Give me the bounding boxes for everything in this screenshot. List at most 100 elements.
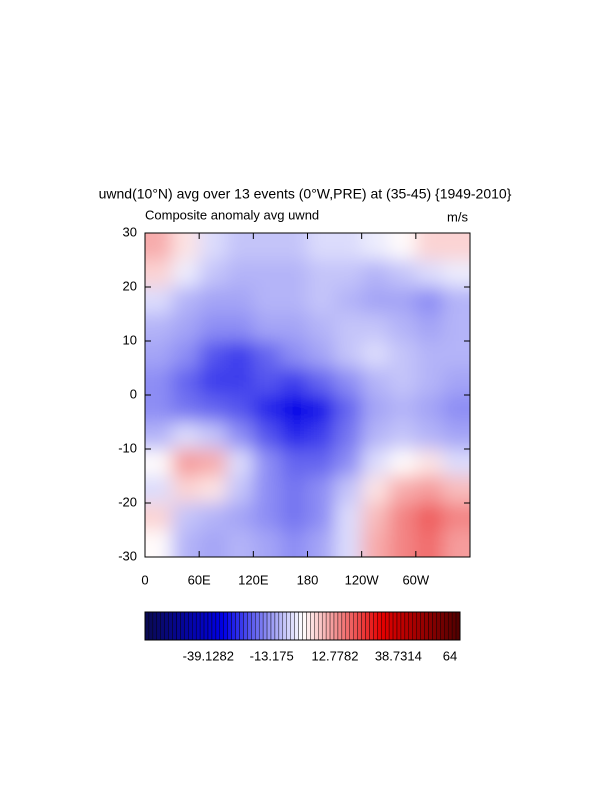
cell <box>415 260 444 288</box>
cell <box>415 395 444 423</box>
cell <box>415 530 444 557</box>
cell <box>226 314 254 342</box>
colorbar-box <box>266 611 272 641</box>
colorbar-box <box>219 611 224 641</box>
y-tick-label: -10 <box>118 440 137 455</box>
colorbar-box <box>156 611 161 641</box>
cell <box>334 233 363 261</box>
cell <box>307 341 336 369</box>
cell <box>280 530 308 557</box>
colorbar-box <box>258 611 264 641</box>
colorbar-box <box>420 611 425 641</box>
colorbar-box <box>180 611 185 641</box>
cell <box>307 368 336 396</box>
cell <box>307 395 336 423</box>
colorbar-box <box>199 611 205 641</box>
colorbar-box <box>184 611 189 641</box>
colorbar-box <box>349 611 354 641</box>
cell <box>226 260 254 288</box>
cell <box>442 422 470 450</box>
colorbar-box <box>428 611 433 641</box>
colorbar-box <box>321 611 327 641</box>
cell <box>415 422 444 450</box>
cell <box>442 314 470 342</box>
cell <box>388 260 417 288</box>
cell <box>361 341 390 369</box>
colorbar-box <box>282 611 287 641</box>
cell <box>145 395 173 423</box>
cell <box>145 314 173 342</box>
field <box>145 233 470 557</box>
cell <box>415 476 444 504</box>
cell <box>442 530 470 557</box>
cell <box>199 233 227 261</box>
colorbar-box <box>440 611 445 641</box>
y-tick-label: -30 <box>118 548 137 563</box>
cell <box>145 449 173 477</box>
cell <box>253 449 281 477</box>
cell <box>253 287 281 315</box>
x-tick-label: 0 <box>141 572 148 587</box>
cell <box>388 530 417 557</box>
cell <box>334 476 363 504</box>
colorbar-box <box>408 611 413 641</box>
cell <box>361 260 390 288</box>
colorbar-box <box>231 611 236 641</box>
cell <box>145 341 173 369</box>
colorbar-box <box>168 611 173 641</box>
x-tick-label: 120E <box>238 572 269 587</box>
cell <box>226 449 254 477</box>
colorbar-box <box>215 611 221 641</box>
cell <box>199 503 227 531</box>
cell <box>280 395 308 423</box>
colorbar-box <box>235 611 240 641</box>
colorbar-box <box>247 611 252 641</box>
cell <box>145 476 173 504</box>
colorbar-box <box>160 611 165 641</box>
colorbar-box <box>176 611 181 641</box>
y-tick-label: -20 <box>118 494 137 509</box>
cell <box>334 287 363 315</box>
colorbar-box <box>341 611 347 641</box>
x-tick-label: 60E <box>188 572 211 587</box>
cell <box>415 314 444 342</box>
colorbar-box <box>274 611 280 641</box>
x-tick-label: 60W <box>402 572 429 587</box>
cell <box>253 368 281 396</box>
colorbar-box <box>227 611 232 641</box>
colorbar-box <box>424 611 429 641</box>
cell <box>172 422 200 450</box>
cell <box>334 530 363 557</box>
cell <box>415 503 444 531</box>
cell <box>388 449 417 477</box>
cell <box>361 449 390 477</box>
colorbar-box <box>318 611 323 641</box>
colorbar-box <box>337 611 343 641</box>
cell <box>388 233 417 261</box>
cell <box>415 233 444 261</box>
cell <box>226 287 254 315</box>
colorbar-box <box>333 611 339 641</box>
x-tick-label: 180 <box>297 572 319 587</box>
cell <box>361 422 390 450</box>
cell <box>361 368 390 396</box>
cell <box>361 287 390 315</box>
cell <box>334 260 363 288</box>
colorbar-box <box>302 611 307 641</box>
colorbar-box <box>400 611 406 641</box>
cell <box>280 233 308 261</box>
colorbar-label: -13.175 <box>250 648 294 663</box>
cell <box>253 422 281 450</box>
cell <box>388 503 417 531</box>
colorbar-box <box>306 611 311 641</box>
colorbar-box <box>243 611 248 641</box>
cell <box>307 449 336 477</box>
cell <box>226 503 254 531</box>
cell <box>172 260 200 288</box>
cell <box>415 287 444 315</box>
cell <box>280 422 308 450</box>
colorbar: -39.1282 -13.175 12.7782 38.7314 64 <box>144 611 461 663</box>
colorbar-box <box>255 611 260 641</box>
colorbar-box <box>357 611 362 641</box>
cell <box>442 233 470 261</box>
